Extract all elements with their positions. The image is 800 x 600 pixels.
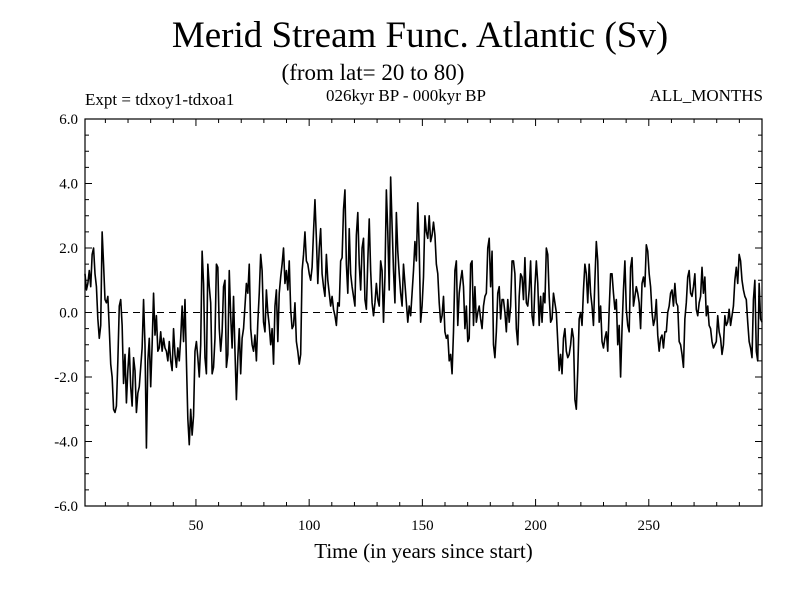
x-tick-label: 50 [188,518,203,534]
x-tick-label: 250 [638,518,661,534]
y-tick-label: 0.0 [59,306,78,322]
x-tick-label: 200 [524,518,547,534]
x-axis-label: Time (in years since start) [314,539,533,563]
y-tick-label: 2.0 [59,241,78,257]
x-tick-label: 100 [298,518,321,534]
experiment-label: Expt = tdxoy1-tdxoa1 [85,90,235,109]
chart-subtitle: (from lat= 20 to 80) [281,60,465,85]
x-tick-label: 150 [411,518,434,534]
y-tick-label: -4.0 [54,435,78,451]
axis-tick-labels: -6.0 -4.0 -2.0 0.0 2.0 4.0 6.0 50 100 150 200 250 [54,112,660,534]
period-label: 026kyr BP - 000kyr BP [326,86,486,105]
chart-title: Merid Stream Func. Atlantic (Sv) [171,15,669,56]
y-tick-label: 6.0 [59,112,78,128]
y-tick-label: 4.0 [59,177,78,193]
months-label: ALL_MONTHS [649,86,763,105]
y-tick-label: -6.0 [54,499,78,515]
y-tick-label: -2.0 [54,370,78,386]
plot-frame [84,118,763,507]
series-line [84,176,763,449]
